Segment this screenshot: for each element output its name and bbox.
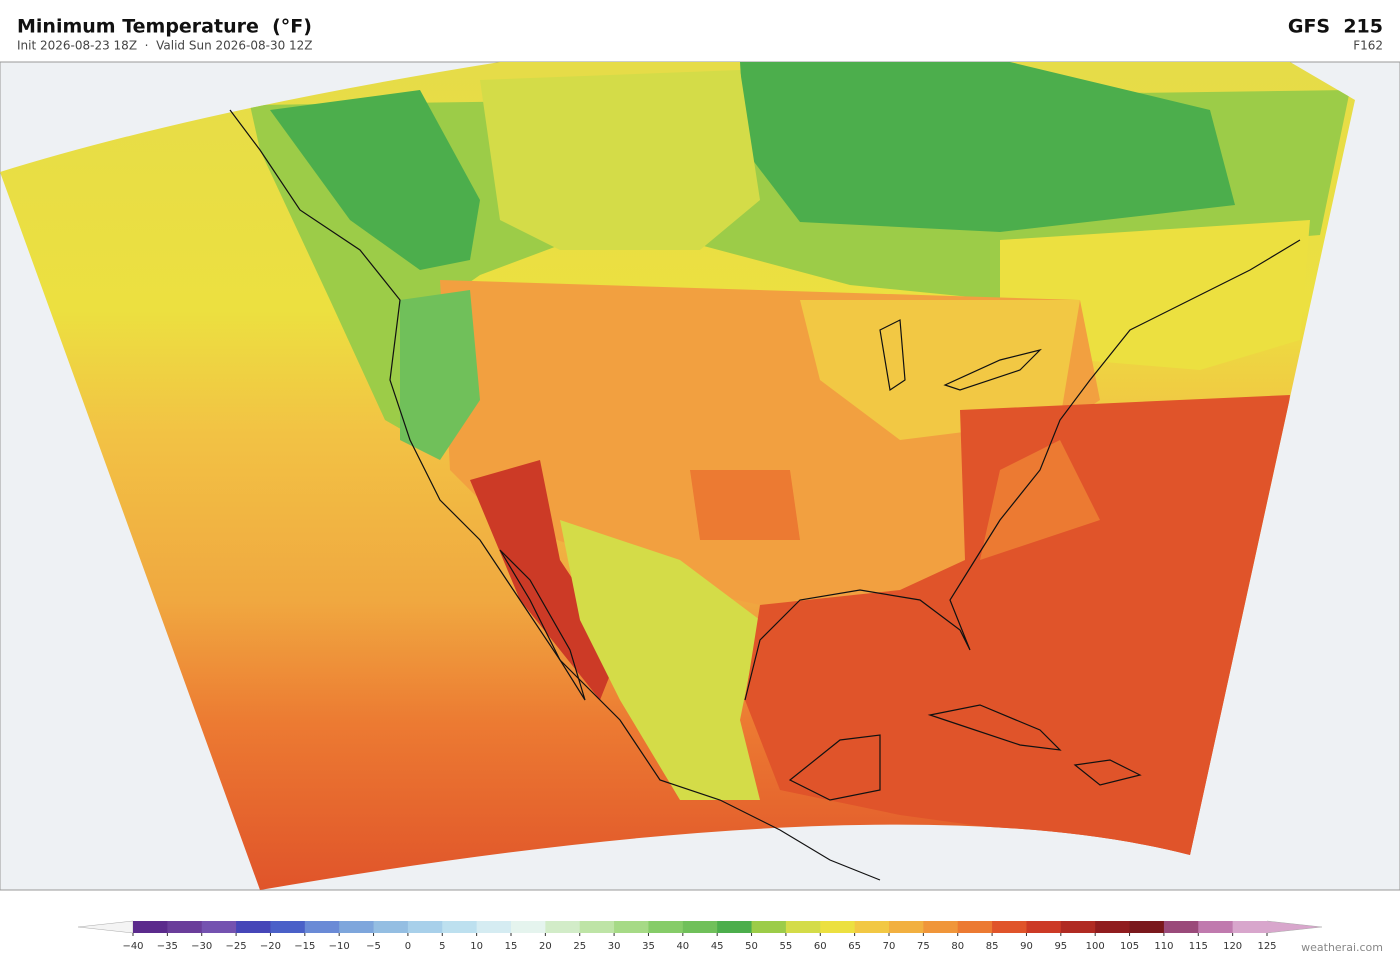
colorbar-tick-label: −10 — [329, 941, 350, 952]
colorbar-swatch — [992, 921, 1027, 933]
colorbar-tick-label: 10 — [470, 941, 483, 952]
colorbar-tick-label: 95 — [1054, 941, 1067, 952]
colorbar-tick-label: 115 — [1189, 941, 1208, 952]
colorbar-tick-label: −25 — [226, 941, 247, 952]
colorbar-over — [1266, 920, 1323, 934]
colorbar-swatch — [751, 921, 787, 933]
subtitle: Init 2026-08-23 18Z · Valid Sun 2026-08-… — [17, 39, 313, 53]
colorbar-swatch — [545, 921, 581, 933]
colorbar-tick-label: −35 — [157, 941, 178, 952]
colorbar-tick-label: 105 — [1120, 941, 1139, 952]
colorbar-swatch — [511, 921, 546, 933]
colorbar-swatch — [854, 921, 890, 933]
colorbar-swatch — [167, 921, 203, 933]
colorbar-swatch — [614, 921, 649, 933]
colorbar-swatch — [1026, 921, 1062, 933]
colorbar-tick-label: −30 — [191, 941, 212, 952]
colorbar-tick-label: 55 — [780, 941, 793, 952]
colorbar-swatch — [1060, 921, 1096, 933]
colorbar-swatch — [785, 921, 821, 933]
colorbar-swatch — [339, 921, 375, 933]
colorbar-swatch — [923, 921, 959, 933]
colorbar-swatch — [579, 921, 615, 933]
colorbar-tick-label: 40 — [676, 941, 689, 952]
colorbar-swatch — [304, 921, 340, 933]
colorbar-swatch — [1198, 921, 1234, 933]
map — [0, 61, 1400, 891]
colorbar-swatch — [133, 921, 168, 933]
colorbar-swatch — [1163, 921, 1199, 933]
colorbar-swatch — [373, 921, 409, 933]
colorbar-tick-label: 30 — [608, 941, 621, 952]
colorbar-tick-label: −40 — [122, 941, 143, 952]
model: GFS 215 — [1288, 16, 1383, 38]
colorbar-swatch — [889, 921, 924, 933]
colorbar-tick-label: 60 — [814, 941, 827, 952]
colorbar-tick-label: 80 — [951, 941, 964, 952]
credit: weatherai.com — [1301, 941, 1383, 954]
colorbar-tick-label: 0 — [405, 941, 411, 952]
colorbar: −40 −35 −30 −25 −20 −15 −10 −5 0 5 10 15 20 25 30 35 40 4… — [77, 920, 1323, 952]
colorbar-under — [77, 920, 134, 934]
colorbar-tick-label: 100 — [1086, 941, 1105, 952]
colorbar-swatch — [717, 921, 753, 933]
colorbar-swatch — [682, 921, 718, 933]
colorbar-tick-label: 75 — [917, 941, 930, 952]
colorbar-tick-label: 45 — [711, 941, 724, 952]
colorbar-tick-label: 50 — [745, 941, 758, 952]
colorbar-tick-label: 85 — [986, 941, 999, 952]
colorbar-tick-label: 5 — [439, 941, 445, 952]
colorbar-tick-label: 65 — [848, 941, 861, 952]
colorbar-tick-label: 35 — [642, 941, 655, 952]
colorbar-swatch — [407, 921, 443, 933]
colorbar-tick-label: −15 — [294, 941, 315, 952]
colorbar-swatch — [1095, 921, 1131, 933]
colorbar-tick-label: −5 — [366, 941, 381, 952]
title: Minimum Temperature (°F) — [17, 16, 312, 38]
colorbar-swatch — [957, 921, 993, 933]
colorbar-tick-label: 70 — [883, 941, 896, 952]
temperature-field — [0, 62, 1355, 890]
colorbar-swatch — [476, 921, 512, 933]
colorbar-swatch — [648, 921, 684, 933]
coastlines — [229, 109, 1301, 881]
colorbar-tick-label: 25 — [573, 941, 586, 952]
colorbar-tick-label: 15 — [505, 941, 518, 952]
colorbar-tick-label: 120 — [1223, 941, 1242, 952]
colorbar-swatch — [201, 921, 237, 933]
colorbar-tick-label: 90 — [1020, 941, 1033, 952]
colorbar-swatch — [236, 921, 271, 933]
colorbar-tick-label: −20 — [260, 941, 281, 952]
colorbar-swatch — [1129, 921, 1165, 933]
colorbar-swatch — [442, 921, 478, 933]
colorbar-tick-label: 20 — [539, 941, 552, 952]
colorbar-swatch — [820, 921, 856, 933]
colorbar-tick-label: 125 — [1257, 941, 1276, 952]
colorbar-swatch — [1232, 921, 1268, 933]
colorbar-swatch — [270, 921, 306, 933]
colorbar-tick-label: 110 — [1154, 941, 1173, 952]
forecast-hour: F162 — [1353, 39, 1383, 53]
